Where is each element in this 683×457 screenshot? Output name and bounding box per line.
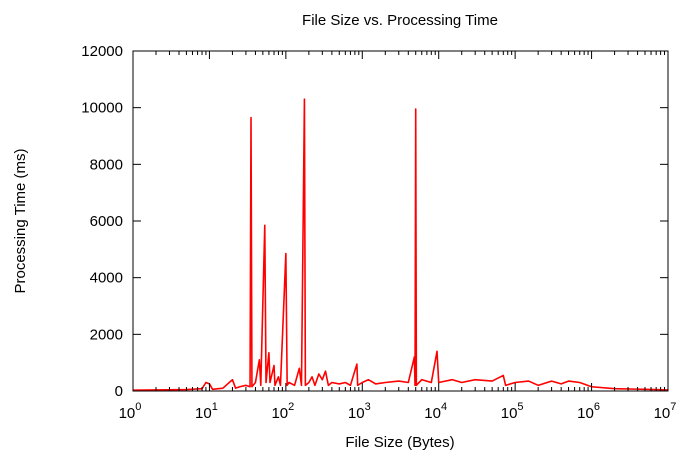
x-tick-label: 101 bbox=[195, 401, 218, 422]
x-tick-label: 104 bbox=[424, 401, 447, 422]
x-tick-label: 107 bbox=[654, 401, 677, 422]
x-tick-label: 105 bbox=[501, 401, 524, 422]
y-tick-label: 8000 bbox=[90, 156, 123, 173]
x-tick-label: 100 bbox=[119, 401, 142, 422]
x-axis-label: File Size (Bytes) bbox=[345, 434, 454, 451]
y-tick-label: 2000 bbox=[90, 326, 123, 343]
plot-frame bbox=[132, 50, 669, 392]
y-tick-label: 0 bbox=[115, 383, 123, 400]
y-tick-label: 12000 bbox=[81, 43, 123, 60]
x-tick-label: 106 bbox=[577, 401, 600, 422]
y-axis-label: Processing Time (ms) bbox=[12, 148, 29, 293]
y-tick-label: 10000 bbox=[81, 100, 123, 117]
chart-title: File Size vs. Processing Time bbox=[302, 12, 498, 29]
series-line bbox=[132, 98, 669, 391]
x-tick-label: 103 bbox=[348, 401, 371, 422]
y-tick-label: 4000 bbox=[90, 270, 123, 287]
x-axis: 100 101 102 103 104 105 106 107 bbox=[119, 51, 677, 422]
series-layer bbox=[132, 98, 669, 391]
x-tick-label: 102 bbox=[271, 401, 294, 422]
y-tick-label: 6000 bbox=[90, 213, 123, 230]
y-axis: 0 2000 4000 6000 8000 10000 12000 bbox=[81, 43, 668, 400]
